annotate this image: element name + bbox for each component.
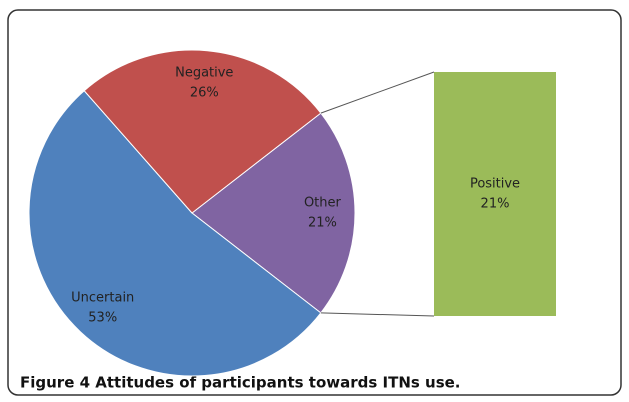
bar-label: Positive [470,177,520,192]
slice-value-label: 53% [88,311,117,326]
slice-value-label: 21% [308,216,337,231]
bar-value-label: 21% [481,197,510,212]
caption: Figure 4 Attitudes of participants towar… [20,374,461,392]
pie-slice [83,49,322,214]
pie-slice [28,90,322,377]
connector [320,312,435,317]
pie-slice [191,112,356,314]
slice-label: Uncertain [71,291,134,306]
slice-label: Negative [175,66,233,81]
connector [320,71,435,114]
bar [434,72,556,316]
slice-value-label: 26% [190,86,219,101]
slice-label: Other [304,196,342,211]
